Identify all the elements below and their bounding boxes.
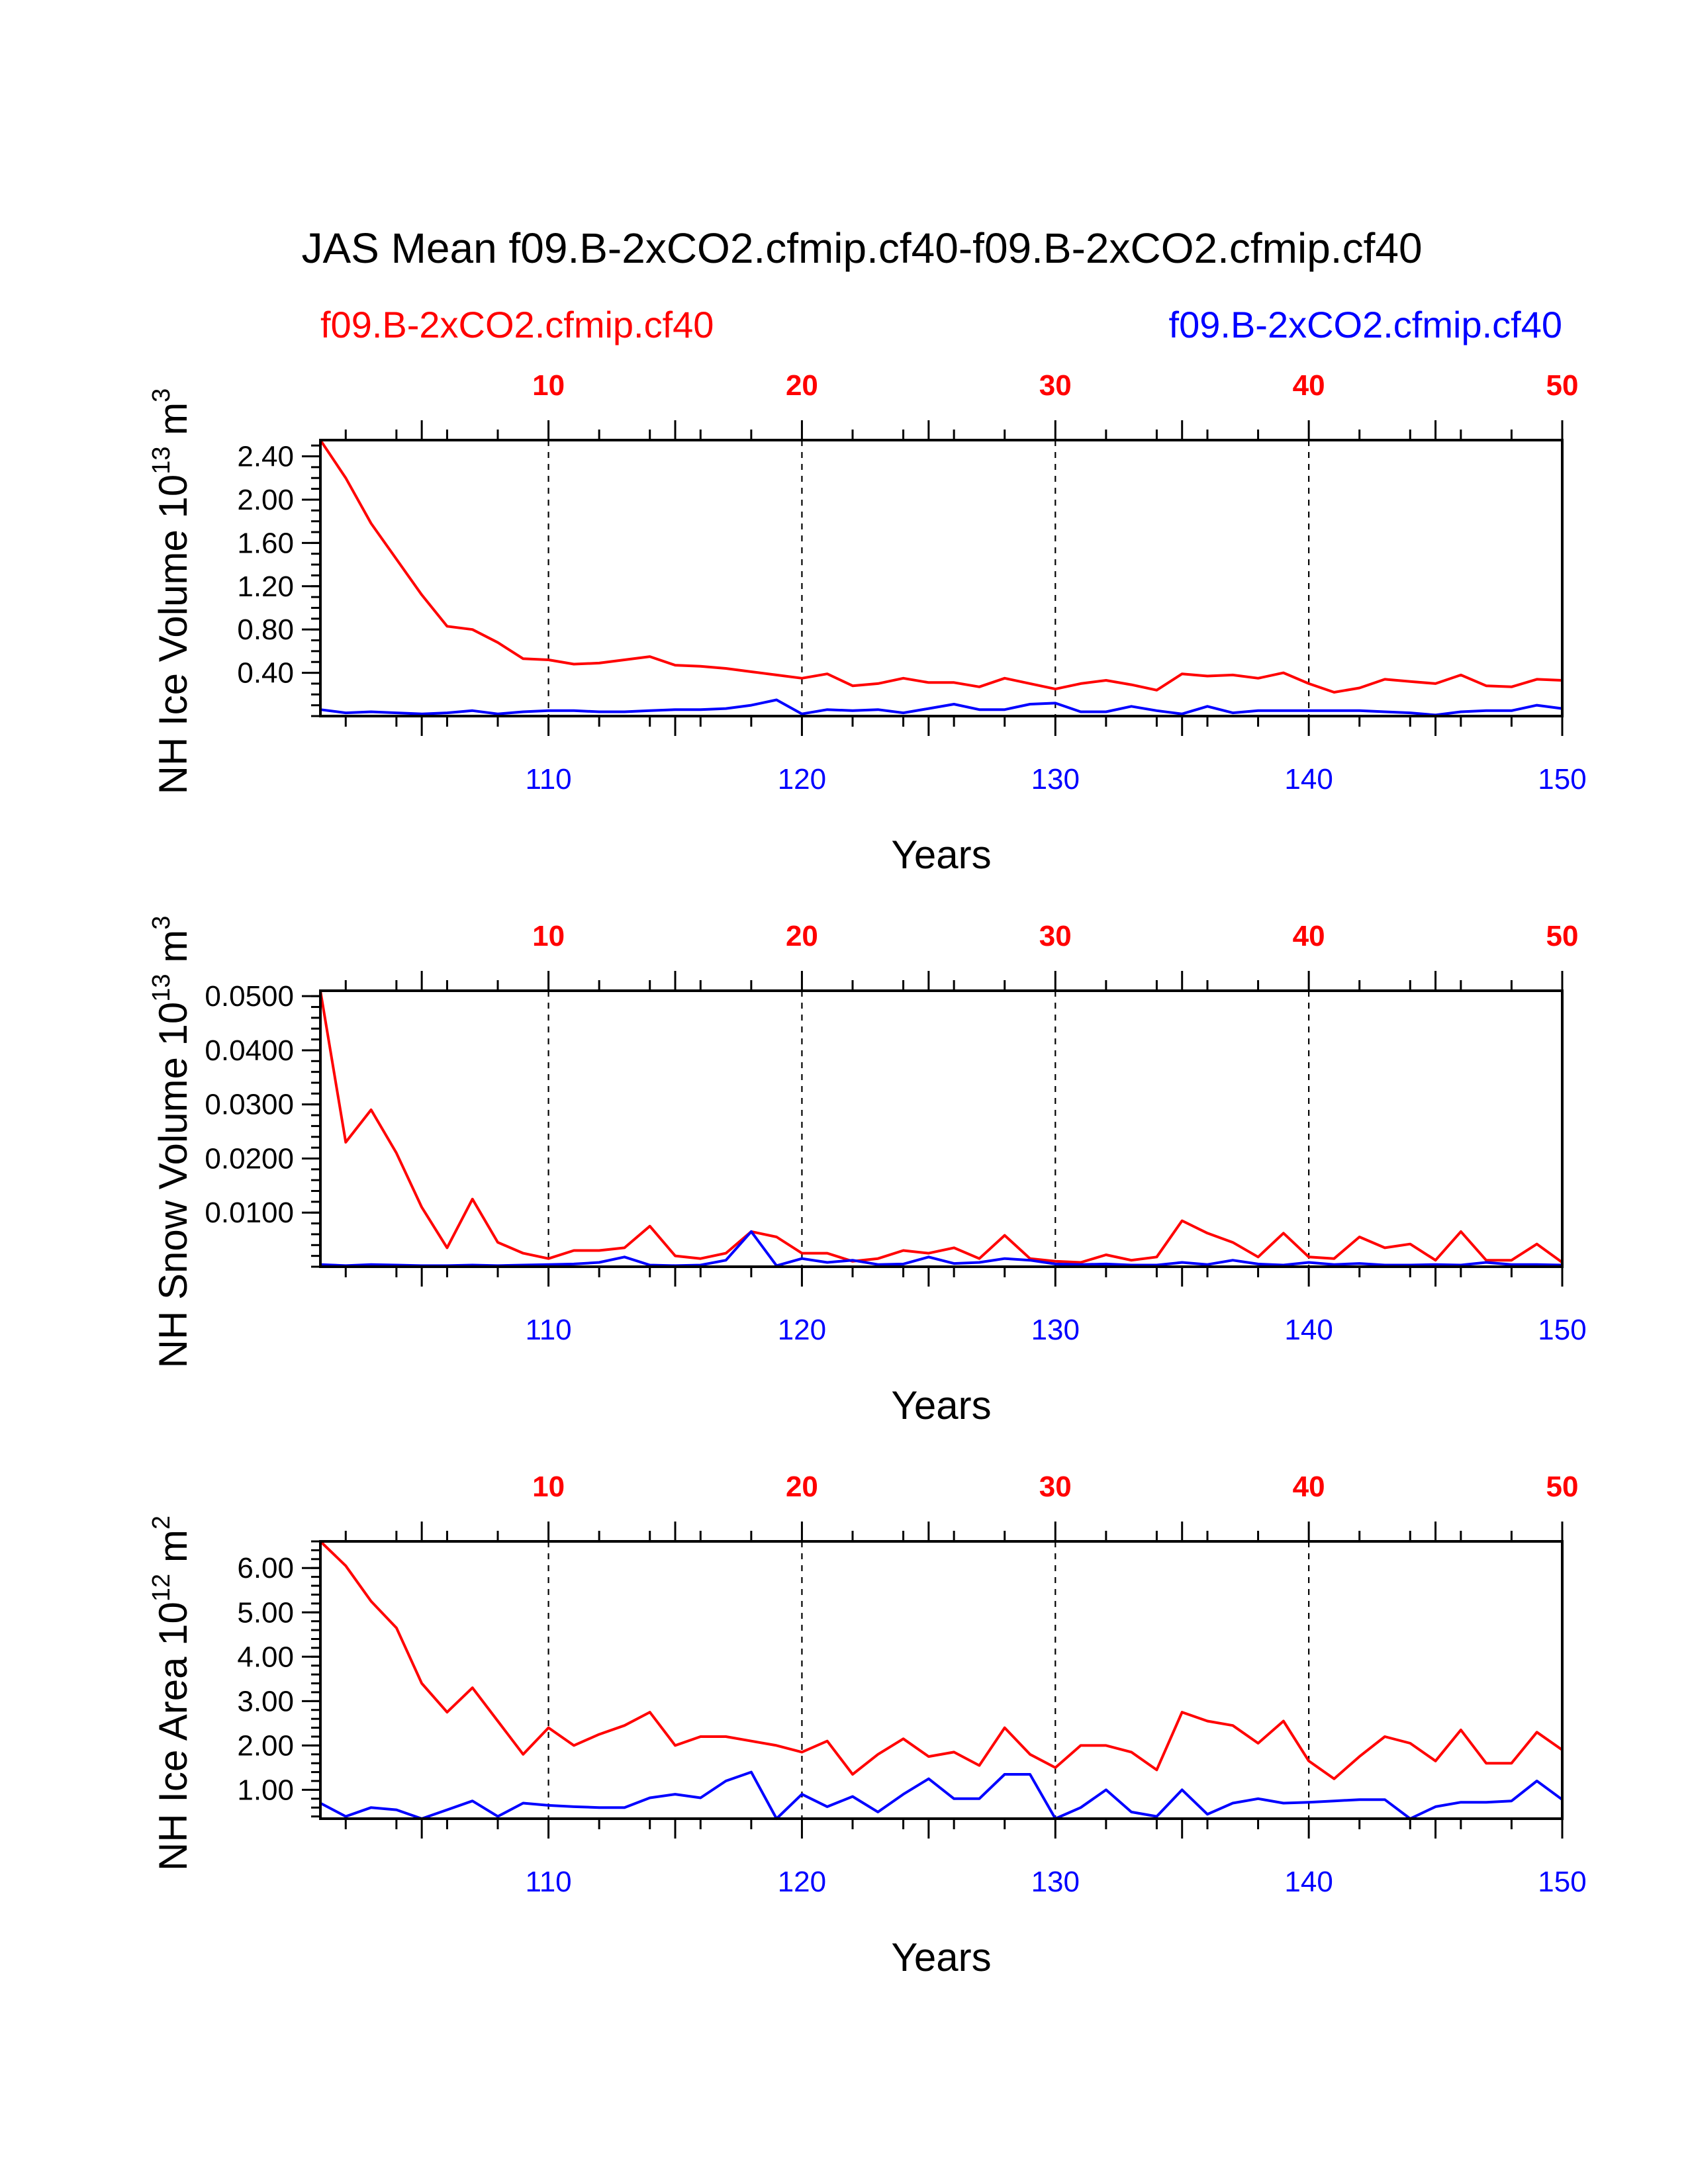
series-line-case1 <box>319 1540 1564 1780</box>
y-axis-label: NH Snow Volume 1013 m3 <box>148 916 195 1369</box>
y-tick-label: 0.0100 <box>205 1197 294 1229</box>
y-tick-label: 0.0200 <box>205 1142 294 1175</box>
y-tick-label: 1.20 <box>237 570 294 603</box>
bottom-tick-label: 140 <box>1284 763 1333 796</box>
bottom-tick-label: 150 <box>1538 1866 1586 1898</box>
legend-case2-label: f09.B-2xCO2.cfmip.cf40 <box>1169 304 1562 345</box>
top-tick-label: 10 <box>532 369 565 402</box>
series-line-case2 <box>320 1230 1563 1267</box>
y-tick-label: 6.00 <box>237 1552 294 1584</box>
top-tick-label: 30 <box>1039 1471 1072 1503</box>
top-tick-label: 30 <box>1039 369 1072 402</box>
bottom-tick-label: 150 <box>1538 763 1586 796</box>
y-axis-label: NH Ice Area 1012 m2 <box>148 1516 195 1871</box>
y-tick-label: 2.40 <box>237 441 294 473</box>
y-tick-label: 2.00 <box>237 484 294 516</box>
bottom-tick-label: 140 <box>1284 1866 1333 1898</box>
y-tick-label: 2.00 <box>237 1729 294 1762</box>
y-tick-label: 3.00 <box>237 1685 294 1717</box>
top-tick-label: 50 <box>1546 1471 1579 1503</box>
panel-2: 10 20 30 40 50 110 120 130 140 150 0.0100 0.0200 0.0… <box>148 916 1587 1428</box>
top-tick-label: 10 <box>532 1471 565 1503</box>
x-axis-label: Years <box>891 1383 991 1428</box>
bottom-tick-label: 120 <box>778 1866 826 1898</box>
legend-case1-label: f09.B-2xCO2.cfmip.cf40 <box>320 304 714 345</box>
bottom-tick-label: 110 <box>525 1866 571 1898</box>
series-line-case1 <box>319 990 1564 1264</box>
bottom-tick-label: 130 <box>1031 1866 1080 1898</box>
x-axis-label: Years <box>891 833 991 877</box>
top-tick-label: 40 <box>1293 1471 1325 1503</box>
top-tick-label: 50 <box>1546 920 1579 952</box>
y-tick-label: 1.60 <box>237 527 294 559</box>
top-tick-label: 40 <box>1293 920 1325 952</box>
bottom-tick-label: 120 <box>778 1314 826 1346</box>
bottom-tick-label: 130 <box>1031 1314 1080 1346</box>
y-tick-label: 1.00 <box>237 1774 294 1806</box>
top-tick-label: 50 <box>1546 369 1579 402</box>
top-tick-label: 20 <box>786 920 818 952</box>
y-tick-label: 0.0400 <box>205 1034 294 1067</box>
y-axis-label: NH Ice Volume 1013 m3 <box>148 388 195 795</box>
figure-title: JAS Mean f09.B-2xCO2.cfmip.cf40-f09.B-2x… <box>301 224 1422 272</box>
plot-frame <box>319 1540 1564 1820</box>
bottom-tick-label: 110 <box>525 763 571 796</box>
y-tick-label: 0.40 <box>237 657 294 690</box>
top-tick-label: 40 <box>1293 369 1325 402</box>
plot-frame <box>319 439 1564 717</box>
y-tick-label: 5.00 <box>237 1596 294 1629</box>
panel-3: 10 20 30 40 50 110 120 130 140 150 1.00 2.00 3.00 4.0… <box>148 1471 1587 1979</box>
bottom-tick-label: 140 <box>1284 1314 1333 1346</box>
y-tick-label: 0.0500 <box>205 980 294 1013</box>
bottom-tick-label: 150 <box>1538 1314 1586 1346</box>
top-tick-label: 20 <box>786 369 818 402</box>
plot-frame <box>319 989 1564 1268</box>
top-tick-label: 30 <box>1039 920 1072 952</box>
bottom-tick-label: 130 <box>1031 763 1080 796</box>
bottom-tick-label: 120 <box>778 763 826 796</box>
y-tick-label: 0.0300 <box>205 1089 294 1121</box>
x-axis-label: Years <box>891 1935 991 1979</box>
top-tick-label: 20 <box>786 1471 818 1503</box>
y-tick-label: 0.80 <box>237 614 294 646</box>
series-line-case2 <box>320 1770 1564 1820</box>
panel-1: 10 20 30 40 50 110 120 130 140 150 0.40 0.80 1.20 1.6… <box>148 369 1587 877</box>
y-tick-label: 4.00 <box>237 1641 294 1673</box>
top-tick-label: 10 <box>532 920 565 952</box>
bottom-tick-label: 110 <box>525 1314 571 1346</box>
series-line-case1 <box>319 439 1563 694</box>
series-line-case2 <box>320 698 1563 717</box>
